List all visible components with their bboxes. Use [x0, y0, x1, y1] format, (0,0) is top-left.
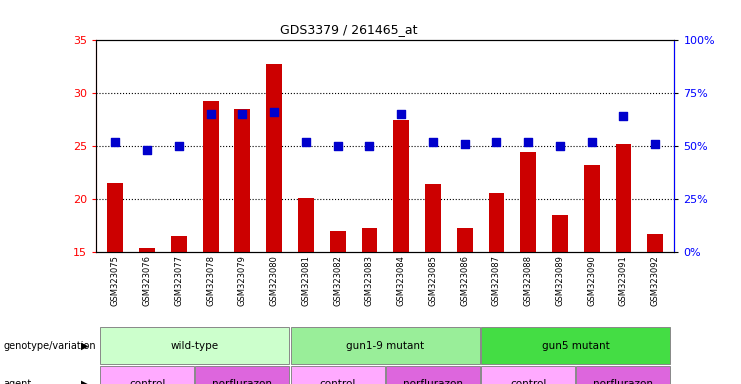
Text: GSM323075: GSM323075	[111, 255, 120, 306]
Text: GSM323076: GSM323076	[142, 255, 152, 306]
Text: genotype/variation: genotype/variation	[4, 341, 96, 351]
Bar	[107, 183, 123, 252]
Point	[586, 139, 598, 145]
Text: GSM323089: GSM323089	[556, 255, 565, 306]
Text: GSM323080: GSM323080	[270, 255, 279, 306]
Bar	[520, 152, 536, 252]
Text: GSM323083: GSM323083	[365, 255, 374, 306]
Text: gun5 mutant: gun5 mutant	[542, 341, 610, 351]
Bar	[576, 366, 671, 384]
Text: wild-type: wild-type	[170, 341, 219, 351]
Point	[649, 141, 661, 147]
Text: GSM323086: GSM323086	[460, 255, 469, 306]
Text: agent: agent	[4, 379, 32, 384]
Text: GSM323092: GSM323092	[651, 255, 659, 306]
Point	[554, 143, 566, 149]
Bar	[100, 327, 290, 364]
Bar	[616, 144, 631, 252]
Bar	[203, 101, 219, 252]
Text: GDS3379 / 261465_at: GDS3379 / 261465_at	[279, 23, 417, 36]
Bar	[584, 165, 599, 252]
Text: ▶: ▶	[82, 379, 89, 384]
Text: norflurazon: norflurazon	[403, 379, 463, 384]
Bar	[481, 327, 671, 364]
Point	[236, 111, 248, 117]
Text: control: control	[129, 379, 165, 384]
Bar	[290, 366, 385, 384]
Bar	[425, 184, 441, 252]
Bar	[393, 119, 409, 252]
Text: GSM323078: GSM323078	[206, 255, 215, 306]
Point	[110, 139, 122, 145]
Bar	[298, 198, 314, 252]
Bar	[234, 109, 250, 252]
Point	[427, 139, 439, 145]
Text: GSM323084: GSM323084	[396, 255, 406, 306]
Bar	[362, 228, 377, 252]
Text: GSM323081: GSM323081	[302, 255, 310, 306]
Bar	[488, 194, 505, 252]
Bar	[481, 366, 575, 384]
Point	[364, 143, 376, 149]
Text: GSM323091: GSM323091	[619, 255, 628, 306]
Text: control: control	[510, 379, 546, 384]
Text: norflurazon: norflurazon	[594, 379, 654, 384]
Text: GSM323077: GSM323077	[174, 255, 184, 306]
Point	[173, 143, 185, 149]
Point	[459, 141, 471, 147]
Bar	[100, 366, 194, 384]
Bar	[552, 215, 568, 252]
Bar	[648, 233, 663, 252]
Point	[268, 109, 280, 115]
Text: GSM323090: GSM323090	[587, 255, 597, 306]
Bar	[386, 366, 480, 384]
Point	[332, 143, 344, 149]
Bar	[196, 366, 290, 384]
Point	[395, 111, 407, 117]
Point	[205, 111, 216, 117]
Text: GSM323087: GSM323087	[492, 255, 501, 306]
Bar	[139, 248, 155, 252]
Text: control: control	[319, 379, 356, 384]
Point	[491, 139, 502, 145]
Point	[617, 113, 629, 119]
Bar	[456, 228, 473, 252]
Text: ▶: ▶	[82, 341, 89, 351]
Point	[522, 139, 534, 145]
Text: GSM323088: GSM323088	[524, 255, 533, 306]
Bar	[266, 63, 282, 252]
Bar	[290, 327, 480, 364]
Text: GSM323082: GSM323082	[333, 255, 342, 306]
Text: GSM323085: GSM323085	[428, 255, 437, 306]
Point	[142, 147, 153, 153]
Bar	[171, 236, 187, 252]
Text: gun1-9 mutant: gun1-9 mutant	[346, 341, 425, 351]
Point	[300, 139, 312, 145]
Text: norflurazon: norflurazon	[213, 379, 273, 384]
Text: GSM323079: GSM323079	[238, 255, 247, 306]
Bar	[330, 232, 345, 252]
